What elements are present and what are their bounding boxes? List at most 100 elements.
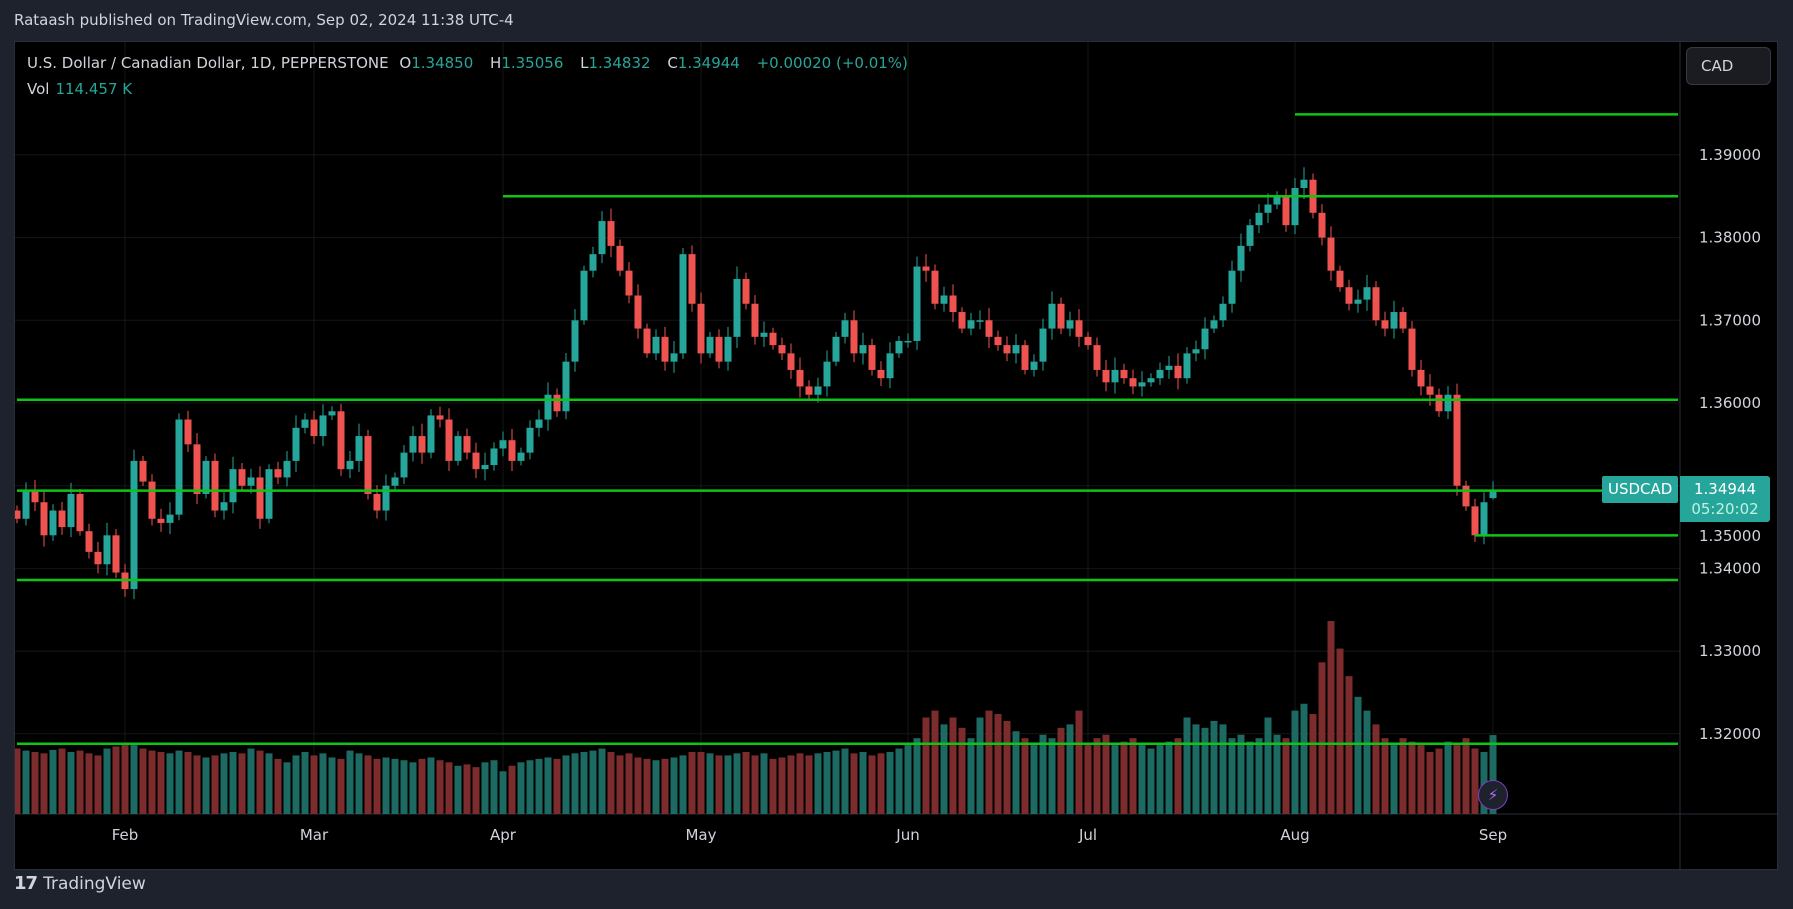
candle-body [328,411,336,416]
volume-bar [40,753,48,814]
volume-bar [697,751,705,814]
volume-bar [859,751,867,814]
candle-body [931,270,939,304]
volume-bar [1165,741,1173,814]
volume-bar [886,751,894,814]
volume-bar [355,753,363,814]
candle-body [1246,225,1254,246]
last-price: 1.34944 [1693,480,1757,498]
candle-body [1138,382,1146,387]
candle-body [1192,349,1200,354]
volume-bar [985,710,993,814]
volume-bar [112,746,120,814]
price-tick-label: 1.34000 [1699,559,1761,577]
candle-body [1453,394,1461,486]
publish-info: Rataash published on TradingView.com, Se… [14,11,514,29]
candlestick-chart[interactable]: 1.39000 1.38000 1.37000 1.36000 1.35000 1.340… [15,42,1779,871]
candle-body [130,460,138,590]
candle-body [571,320,579,362]
candle-body [697,303,705,354]
candle-body [49,510,57,536]
volume-bar [733,753,741,814]
volume-bar [724,755,732,814]
volume-bar [1327,621,1335,814]
volume-bar [67,751,75,814]
volume-bar [895,748,903,814]
candle-body [76,493,84,532]
volume-bar [193,755,201,814]
volume-bar [1192,724,1200,814]
currency-button[interactable]: CAD [1686,47,1771,85]
candle-body [733,278,741,337]
volume-bar [814,753,822,814]
candle-body [1147,378,1155,383]
candle-body [220,502,228,511]
candle-body [544,394,552,420]
volume-bar [1309,714,1317,814]
volume-bar [22,750,30,814]
candle-body [859,345,867,354]
candle-body [319,415,327,437]
time-tick-label: Feb [112,826,139,844]
volume-bar [778,757,786,814]
lightning-icon[interactable]: ⚡ [1478,780,1508,810]
candle-body [751,303,759,337]
volume-bar [1462,738,1470,814]
candle-body [967,320,975,329]
candle-body [346,460,354,470]
volume-bar [1453,745,1461,814]
volume-bar [1291,710,1299,814]
candle-body [1264,204,1272,213]
candle-body [391,477,399,486]
symbol-title[interactable]: U.S. Dollar / Canadian Dollar, 1D, PEPPE… [27,54,389,72]
volume-bar [319,753,327,814]
candle-body [1462,485,1470,507]
volume-bar [364,755,372,814]
candle-body [427,415,435,453]
chart-area[interactable]: 1.39000 1.38000 1.37000 1.36000 1.35000 1.340… [14,41,1779,871]
volume-bar [949,717,957,814]
low-label: L [580,54,589,72]
candle-body [715,336,723,362]
volume-bar [904,745,912,814]
candle-body [256,477,264,519]
volume-bar [913,738,921,814]
tradingview-logo-icon[interactable]: 17 [14,873,38,894]
candle-body [589,254,597,271]
volume-bar [1435,748,1443,814]
volume-bar [121,745,129,814]
candle-body [526,427,534,453]
candle-body [310,419,318,437]
candle-body [409,436,417,453]
candle-body [1156,369,1164,379]
candle-body [31,489,39,503]
candle-body [22,489,30,519]
volume-label[interactable]: Vol [27,80,50,98]
candle-body [1093,345,1101,370]
volume-bar [805,755,813,814]
volume-bar [1111,745,1119,814]
volume-bar [670,757,678,814]
volume-bar [229,751,237,814]
volume-bar [15,748,21,814]
volume-bar [166,753,174,814]
candle-body [1084,336,1092,346]
candle-body [517,452,525,461]
high-label: H [490,54,502,72]
volume-bar [409,762,417,814]
volume-bar [328,757,336,814]
footer-brand[interactable]: TradingView [43,873,146,894]
candle-body [814,386,822,395]
volume-bar [292,755,300,814]
volume-bar [787,755,795,814]
candle-body [1255,212,1263,226]
candle-body [958,312,966,329]
candle-body [85,531,93,552]
candle-body [1102,369,1110,383]
candle-body [1489,490,1497,499]
candle-body [1426,386,1434,395]
candle-body [463,436,471,453]
candle-body [292,427,300,461]
volume-bar [1489,735,1497,814]
volume-bar [130,745,138,814]
